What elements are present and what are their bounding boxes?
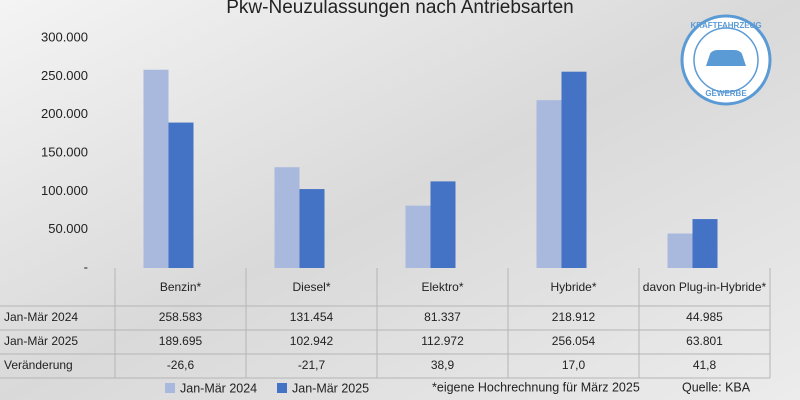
bar (405, 205, 431, 268)
bar (274, 167, 300, 268)
category-cell: Benzin* (159, 280, 202, 294)
bar (299, 189, 325, 268)
bar (561, 71, 587, 269)
x-tick-label: davon Plug-in-Hybride* (642, 280, 767, 294)
legend-label: Jan-Mär 2024 (180, 381, 257, 395)
bar (536, 100, 562, 268)
y-tick-label: 50.000 (48, 221, 88, 236)
logo-top-text: KRAFTFAHRZEUG (690, 21, 761, 30)
table-value: 112.972 (421, 334, 464, 348)
y-tick-label: 200.000 (41, 106, 88, 121)
chart-title: Pkw-Neuzulassungen nach Antriebsarten (226, 0, 573, 18)
y-tick-label: 100.000 (41, 183, 88, 198)
table-value: 258.583 (159, 310, 203, 324)
logo-bottom-text: GEWERBE (705, 89, 747, 98)
y-tick-label: 300.000 (41, 29, 88, 44)
table-value: 81.337 (424, 310, 461, 324)
table-value: 63.801 (686, 334, 723, 348)
category-cell: davon Plug-in-Hybride* (642, 280, 767, 294)
table-value: 44.985 (686, 310, 723, 324)
y-tick-label: 250.000 (41, 68, 88, 83)
x-tick-label: Elektro* (421, 280, 464, 294)
y-tick-label: - (84, 259, 88, 274)
table-value: 102.942 (290, 334, 334, 348)
x-tick-label: Diesel* (292, 280, 331, 294)
legend-label: Jan-Mär 2025 (292, 381, 369, 395)
legend-swatch (277, 383, 287, 393)
x-tick-label: Benzin* (159, 280, 202, 294)
x-tick-label: Hybride* (550, 280, 597, 294)
table-value: 218.912 (552, 310, 596, 324)
table-value: 41,8 (693, 358, 717, 372)
y-tick-label: 150.000 (41, 144, 88, 159)
table-value: 17,0 (562, 358, 586, 372)
legend-swatch (165, 383, 175, 393)
logo-car (706, 50, 746, 66)
bar (168, 122, 194, 268)
bar (430, 181, 456, 268)
table-value: 131.454 (290, 310, 334, 324)
category-cell: Diesel* (292, 280, 331, 294)
logo: KRAFTFAHRZEUG GEWERBE (680, 14, 772, 106)
row-label: Jan-Mär 2024 (4, 310, 78, 324)
bar (143, 69, 169, 268)
category-cell: Elektro* (421, 280, 464, 294)
table-value: -21,7 (298, 358, 326, 372)
table-value: -26,6 (167, 358, 195, 372)
bar (692, 219, 718, 268)
row-label: Veränderung (4, 358, 73, 372)
logo-inner-ring (693, 27, 759, 93)
footnote: *eigene Hochrechnung für März 2025 (432, 380, 640, 394)
row-label: Jan-Mär 2025 (4, 334, 78, 348)
table-value: 189.695 (159, 334, 203, 348)
source: Quelle: KBA (682, 380, 751, 394)
table-value: 256.054 (552, 334, 596, 348)
bar (667, 233, 693, 268)
category-cell: Hybride* (550, 280, 597, 294)
table-value: 38,9 (431, 358, 455, 372)
